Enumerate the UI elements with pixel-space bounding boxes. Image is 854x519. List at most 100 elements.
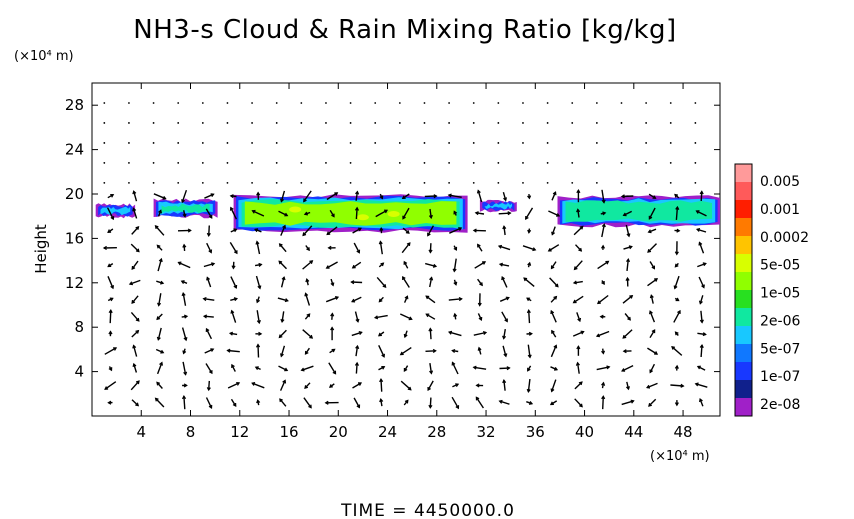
wind-arrow — [649, 329, 656, 339]
wind-arrow — [302, 225, 313, 236]
wind-arrow-head — [498, 262, 504, 267]
vector-dot — [448, 182, 450, 184]
cloud-peak — [356, 214, 369, 221]
wind-arrow — [280, 225, 286, 236]
vector-dot — [497, 162, 500, 164]
wind-arrow — [251, 382, 265, 389]
vector-dot — [546, 122, 549, 124]
wind-arrow-head — [428, 214, 433, 220]
wind-arrow — [623, 245, 633, 250]
wind-arrow-head — [629, 294, 634, 299]
wind-arrow-head — [502, 379, 507, 384]
wind-arrow — [624, 313, 631, 321]
wind-arrow-head — [135, 402, 140, 407]
vector-dot — [522, 122, 524, 124]
vector-dot — [251, 122, 253, 124]
wind-arrow — [352, 227, 362, 234]
wind-arrow — [527, 344, 531, 358]
wind-arrow — [352, 382, 362, 389]
wind-arrow-head — [251, 382, 256, 386]
wind-arrow-head — [154, 397, 159, 402]
wind-arrow — [499, 263, 510, 267]
vector-dot — [398, 102, 401, 104]
wind-arrow-head — [671, 346, 676, 350]
wind-arrow-head — [432, 348, 437, 353]
wind-arrow-head — [696, 365, 701, 370]
wind-arrow-head — [230, 309, 235, 314]
wind-arrow-head — [206, 232, 211, 237]
cloud-core — [565, 200, 712, 222]
colorbar-swatch — [735, 290, 752, 309]
wind-arrow — [230, 207, 238, 220]
wind-arrow — [109, 310, 112, 324]
wind-arrow-head — [595, 333, 601, 338]
vector-dot — [497, 122, 500, 124]
wind-arrow — [183, 396, 186, 410]
wind-arrow — [647, 278, 658, 287]
wind-arrow-head — [309, 260, 314, 264]
vector-dot — [201, 142, 204, 144]
vector-dot — [522, 182, 524, 184]
wind-arrow — [475, 397, 484, 409]
wind-arrow — [673, 310, 681, 323]
colorbar-swatch — [735, 326, 752, 345]
wind-arrow — [280, 190, 286, 202]
wind-arrow-head — [675, 297, 680, 302]
wind-arrow — [182, 361, 187, 375]
wind-arrow — [353, 242, 360, 254]
wind-arrow-head — [452, 268, 457, 273]
wind-arrow — [597, 294, 609, 304]
vector-dot — [522, 162, 524, 164]
wind-arrow-head — [479, 282, 483, 287]
wind-arrow-head — [254, 228, 259, 233]
x-axis-unit: (×10⁴ m) — [650, 449, 710, 464]
wind-arrow — [278, 329, 287, 338]
wind-arrow-head — [182, 243, 187, 248]
wind-arrow — [231, 310, 237, 323]
wind-arrow — [670, 384, 684, 387]
wind-arrow-head — [674, 263, 679, 268]
vector-dot — [152, 142, 155, 144]
wind-arrow — [550, 296, 557, 303]
wind-arrow-head — [131, 300, 136, 304]
wind-arrow-head — [303, 198, 307, 203]
wind-arrow — [133, 363, 138, 373]
y-tick-label: 16 — [65, 229, 84, 247]
wind-arrow-head — [135, 380, 140, 385]
wind-arrow — [523, 277, 535, 287]
wind-arrow-head — [649, 310, 653, 315]
wind-arrow-head — [674, 331, 679, 336]
vector-dot — [349, 102, 352, 104]
wind-arrow-head — [599, 314, 604, 319]
wind-arrow-head — [477, 243, 481, 248]
wind-arrow-head — [351, 298, 356, 303]
wind-arrow-head — [497, 244, 503, 249]
wind-arrow — [477, 190, 483, 203]
wind-arrow-head — [399, 351, 404, 356]
vector-dot — [669, 162, 672, 164]
vector-dot — [423, 102, 426, 104]
wind-arrow-head — [305, 278, 310, 283]
wind-arrow — [648, 193, 656, 199]
colorbar-label: 1e-07 — [760, 369, 800, 385]
vector-dot — [226, 182, 229, 184]
plot-frame — [91, 82, 721, 417]
wind-arrow — [697, 332, 706, 336]
time-label: TIME = 4450000.0 — [340, 501, 515, 519]
wind-arrow-head — [651, 329, 656, 334]
wind-arrow-head — [577, 317, 582, 323]
wind-arrow-head — [680, 383, 685, 388]
wind-arrow-head — [110, 285, 114, 290]
wind-arrow-head — [502, 225, 507, 230]
wind-arrow — [203, 262, 215, 268]
wind-arrow-head — [428, 327, 433, 332]
wind-arrow — [622, 295, 633, 304]
wind-arrow-head — [278, 334, 283, 339]
wind-arrow-head — [382, 284, 387, 288]
wind-arrow — [551, 191, 557, 201]
colorbar-label: 0.005 — [760, 174, 800, 190]
wind-arrow-head — [695, 228, 701, 232]
vector-dot — [300, 102, 303, 104]
cloud-peak — [289, 206, 302, 213]
wind-arrow — [451, 396, 460, 409]
